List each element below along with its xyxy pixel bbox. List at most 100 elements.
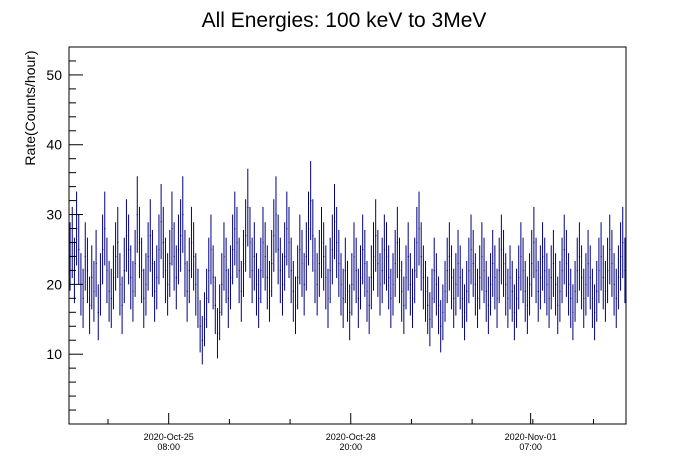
data-point [422, 276, 425, 279]
data-point [444, 290, 446, 293]
data-point [362, 248, 364, 251]
data-point [381, 269, 383, 272]
data-point [199, 325, 201, 327]
data-point [581, 276, 583, 279]
data-point [186, 290, 188, 293]
data-point [151, 262, 154, 265]
data-point [301, 262, 303, 265]
data-point [106, 269, 108, 272]
data-point [162, 241, 164, 244]
data-point [557, 304, 559, 307]
data-point [552, 262, 555, 265]
data-point [451, 276, 453, 279]
data-point [429, 318, 431, 320]
data-point [329, 269, 331, 272]
data-point [349, 311, 351, 313]
data-point [117, 241, 119, 244]
data-point [383, 248, 386, 251]
x-tick-date-label: 2020-Nov-01 [505, 432, 557, 442]
data-point [268, 290, 271, 293]
data-point [229, 276, 232, 279]
data-point [121, 304, 123, 307]
data-point [455, 283, 457, 286]
data-point [327, 297, 329, 300]
y-tick-label: 30 [46, 207, 62, 223]
data-point [546, 283, 548, 286]
data-point [288, 241, 290, 244]
data-point [184, 262, 186, 265]
data-point [93, 290, 95, 293]
data-point [234, 228, 236, 230]
data-point [245, 235, 247, 237]
data-point [433, 269, 435, 272]
data-point [173, 255, 175, 258]
data-point [604, 290, 607, 293]
data-point [414, 269, 416, 272]
data-point [370, 276, 373, 279]
data-point [561, 269, 563, 272]
data-point [84, 255, 86, 258]
data-point [340, 283, 342, 286]
data-point [134, 262, 136, 265]
data-point [500, 248, 503, 251]
data-point [505, 283, 507, 286]
data-point [364, 262, 366, 265]
data-point [468, 269, 470, 272]
data-point [373, 255, 375, 258]
data-point [594, 311, 596, 313]
data-point [219, 311, 221, 313]
data-point [396, 241, 399, 244]
data-point [86, 269, 89, 272]
data-point [568, 283, 570, 286]
data-point [591, 297, 594, 300]
data-point [206, 297, 208, 300]
data-point [609, 248, 611, 251]
data-point [607, 269, 609, 272]
data-point [453, 297, 455, 300]
data-point [353, 255, 355, 258]
data-point [210, 248, 212, 251]
data-point [360, 276, 362, 279]
data-point [440, 325, 442, 327]
data-point [266, 276, 269, 279]
data-point [483, 269, 485, 272]
data-point [565, 262, 568, 265]
data-point [416, 241, 418, 244]
data-point [138, 241, 141, 244]
data-point [255, 283, 258, 286]
data-point [286, 228, 288, 230]
data-point [203, 318, 206, 320]
data-point [325, 276, 327, 279]
data-point [182, 214, 184, 216]
data-point [477, 297, 479, 300]
data-point [149, 235, 151, 237]
y-tick-label: 40 [46, 137, 62, 153]
data-point [305, 255, 308, 258]
data-point [596, 290, 598, 293]
data-point [479, 276, 481, 279]
data-point [574, 290, 576, 293]
data-point [620, 255, 622, 258]
data-point [119, 283, 121, 286]
data-point [314, 269, 316, 272]
data-point [316, 283, 318, 286]
data-point [271, 262, 273, 265]
data-point [550, 276, 552, 279]
data-point [281, 283, 284, 286]
data-point [520, 255, 522, 258]
data-point [110, 297, 112, 300]
data-point [251, 269, 253, 272]
data-point [464, 311, 466, 313]
y-tick-label: 10 [46, 346, 62, 362]
data-point [158, 248, 160, 251]
data-point [576, 269, 578, 272]
x-tick-date-label: 2020-Oct-25 [144, 432, 194, 442]
data-point [407, 255, 409, 258]
data-point [529, 283, 531, 286]
data-point [236, 241, 238, 244]
data-point [617, 276, 620, 279]
data-point [143, 297, 145, 300]
x-tick-time-label: 07:00 [519, 442, 542, 452]
data-point [466, 290, 468, 293]
data-point [292, 290, 295, 293]
